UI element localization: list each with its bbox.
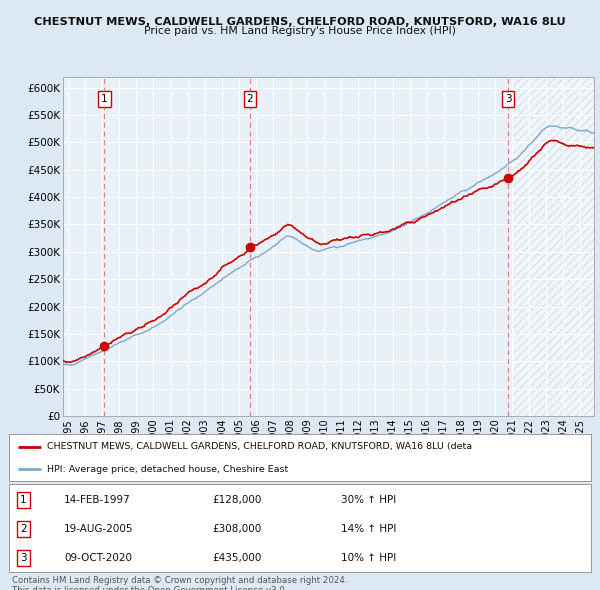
- Text: 1: 1: [20, 495, 27, 504]
- Bar: [512, 77, 594, 416]
- Text: CHESTNUT MEWS, CALDWELL GARDENS, CHELFORD ROAD, KNUTSFORD, WA16 8LU (deta: CHESTNUT MEWS, CALDWELL GARDENS, CHELFOR…: [47, 442, 472, 451]
- Bar: [512, 77, 594, 416]
- Text: 14-FEB-1997: 14-FEB-1997: [64, 495, 131, 504]
- Text: £435,000: £435,000: [212, 553, 262, 563]
- Text: Price paid vs. HM Land Registry's House Price Index (HPI): Price paid vs. HM Land Registry's House …: [144, 26, 456, 35]
- Text: CHESTNUT MEWS, CALDWELL GARDENS, CHELFORD ROAD, KNUTSFORD, WA16 8LU: CHESTNUT MEWS, CALDWELL GARDENS, CHELFOR…: [34, 17, 566, 27]
- Text: £128,000: £128,000: [212, 495, 262, 504]
- Text: 1: 1: [101, 94, 107, 104]
- Text: 3: 3: [20, 553, 27, 563]
- Text: Contains HM Land Registry data © Crown copyright and database right 2024.
This d: Contains HM Land Registry data © Crown c…: [12, 576, 347, 590]
- Text: HPI: Average price, detached house, Cheshire East: HPI: Average price, detached house, Ches…: [47, 464, 288, 474]
- Text: 2: 2: [20, 524, 27, 534]
- Text: 3: 3: [505, 94, 511, 104]
- Text: 09-OCT-2020: 09-OCT-2020: [64, 553, 132, 563]
- Text: 30% ↑ HPI: 30% ↑ HPI: [341, 495, 396, 504]
- Text: 14% ↑ HPI: 14% ↑ HPI: [341, 524, 396, 534]
- Text: 19-AUG-2005: 19-AUG-2005: [64, 524, 134, 534]
- Text: 2: 2: [247, 94, 253, 104]
- Text: £308,000: £308,000: [212, 524, 262, 534]
- Text: 10% ↑ HPI: 10% ↑ HPI: [341, 553, 396, 563]
